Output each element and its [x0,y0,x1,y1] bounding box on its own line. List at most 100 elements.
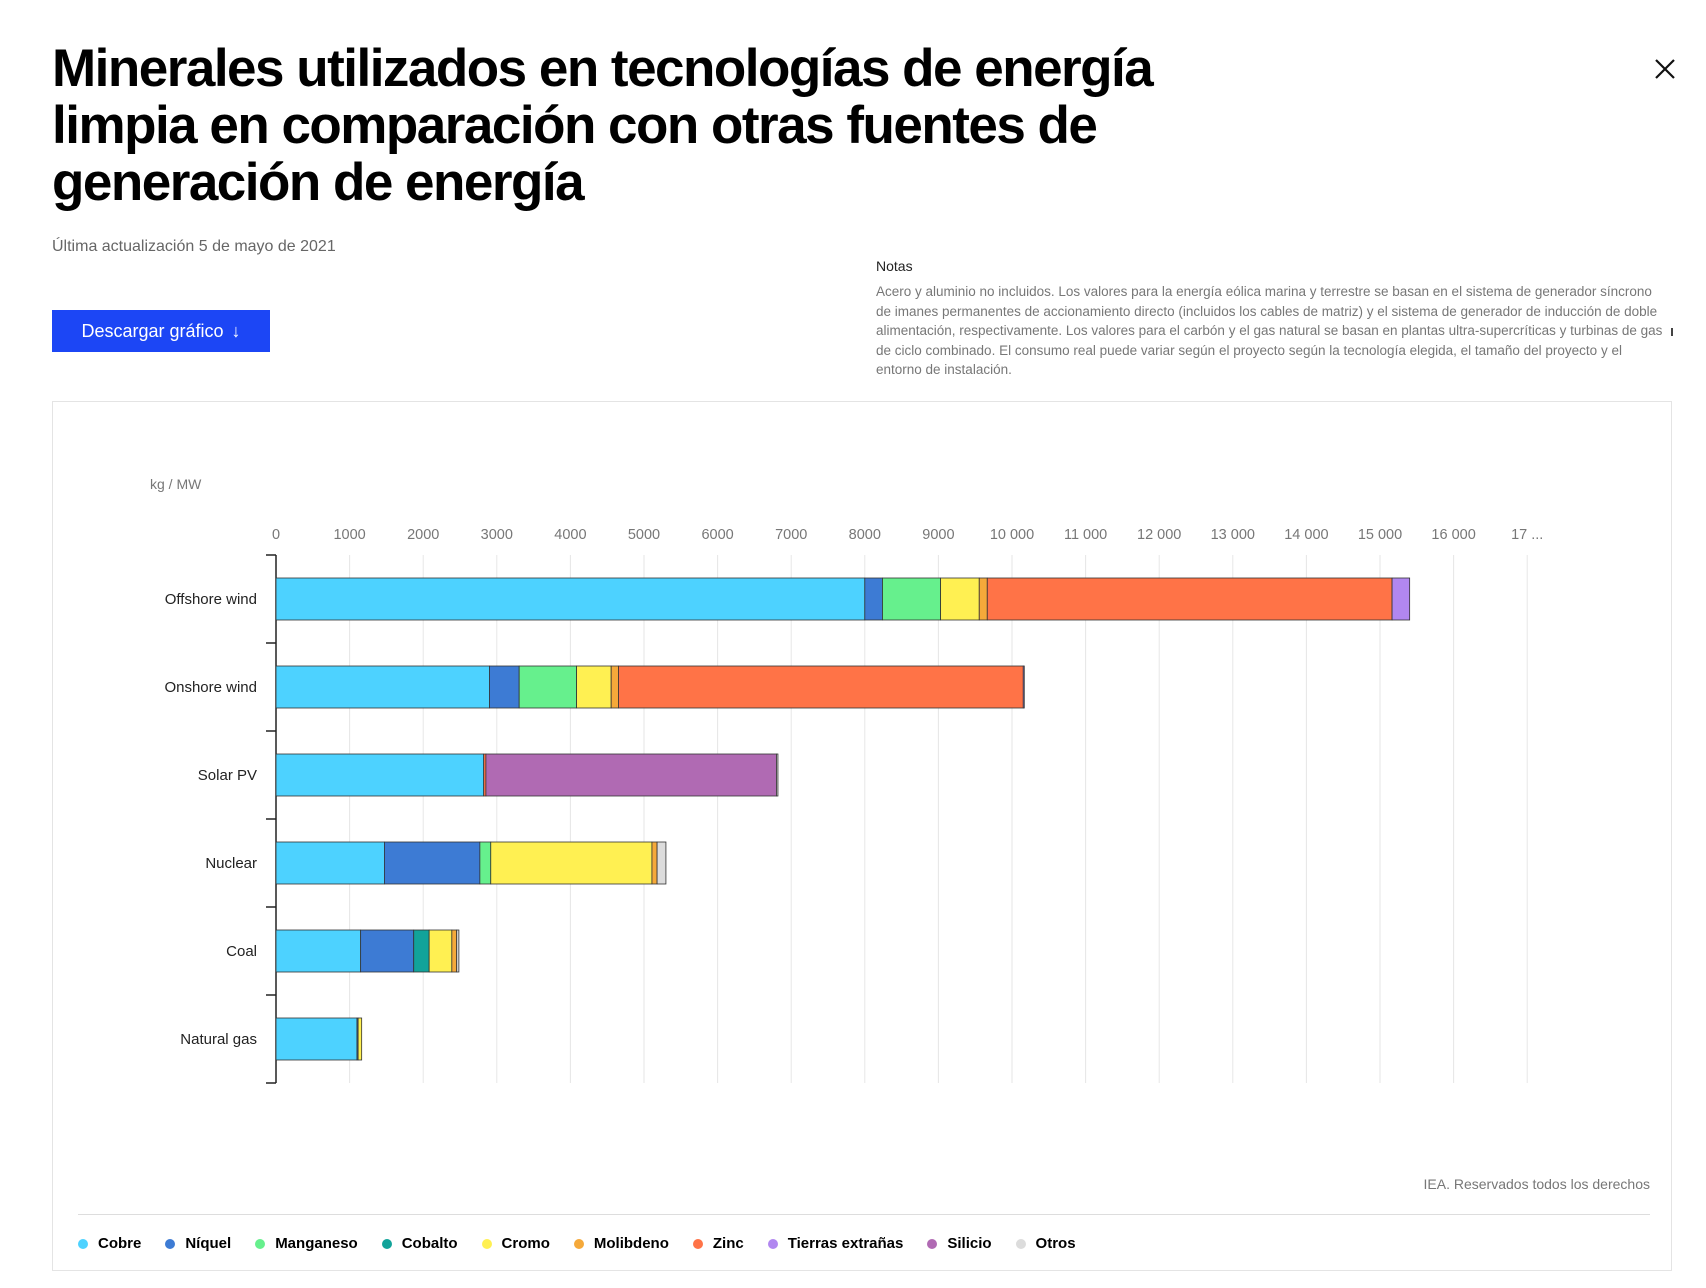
legend-dot-icon [692,1238,703,1249]
bar-segment-níquel[interactable] [360,929,415,973]
legend-label: Cobre [98,1235,142,1252]
legend-item[interactable]: Cromo [481,1235,550,1252]
x-tick-label: 3000 [481,527,513,543]
bar-segment-molibdeno[interactable] [451,929,458,973]
bar-segment-cobre[interactable] [275,753,485,797]
x-tick-label: 15 000 [1358,527,1402,543]
legend-dot-icon [78,1238,88,1249]
category-label: Offshore wind [165,591,257,608]
x-tick-label: 6000 [701,527,733,543]
bar-segment-molibdeno[interactable] [610,665,619,709]
close-icon[interactable] [1652,56,1678,82]
bar-segment-cobre[interactable] [275,929,362,973]
category-label: Onshore wind [164,679,257,696]
legend-dot-icon [573,1238,584,1249]
legend-item[interactable]: Zinc [692,1235,744,1252]
bar-segment-cobalto[interactable] [413,929,430,973]
scrollbar[interactable] [1671,328,1673,336]
chart-container [52,401,1672,1271]
x-tick-label: 5000 [628,527,660,543]
bar-segment-manganeso[interactable] [882,577,942,621]
legend-dot-icon [927,1238,938,1249]
download-label: Descargar gráfico [81,320,224,341]
legend-dot-icon [481,1238,492,1249]
bar-segment-cobre[interactable] [275,665,490,709]
x-tick-label: 13 000 [1211,527,1255,543]
x-tick-label: 8000 [849,527,881,543]
notes: Notas Acero y aluminio no incluidos. Los… [876,258,1666,380]
legend-item[interactable]: Manganeso [255,1235,358,1252]
bar-segment-cromo[interactable] [490,841,653,885]
bar-segment-cromo[interactable] [576,665,612,709]
legend-item[interactable]: Otros [1015,1235,1076,1252]
bar-segment-tierras-extrañas[interactable] [1022,665,1025,709]
arrow-down-icon: ↓ [231,320,241,341]
legend-label: Níquel [185,1235,232,1252]
bar-segment-cobre[interactable] [275,1017,358,1061]
download-chart-button[interactable]: Descargar gráfico ↓ [52,310,270,352]
last-updated: Última actualización 5 de mayo de 2021 [52,238,336,255]
legend: Cobre Níquel Manganeso Cobalto Cromo Molibden… [78,1235,1076,1252]
bar-segment-molibdeno[interactable] [651,841,658,885]
bar-segment-cromo[interactable] [357,1017,363,1061]
legend-item[interactable]: Cobre [78,1235,141,1252]
category-label: Coal [226,943,257,960]
bar-segment-cobre[interactable] [275,577,866,621]
legend-dot-icon [255,1238,266,1249]
x-tick-label: 17 ... [1511,527,1543,543]
legend-label: Silicio [947,1235,992,1252]
bar-segment-zinc[interactable] [618,665,1024,709]
legend-label: Cromo [501,1235,550,1252]
x-tick-label: 14 000 [1284,527,1328,543]
legend-dot-icon [1015,1238,1026,1249]
bar-segment-tierras-extrañas[interactable] [1391,577,1411,621]
unit-label: kg / MW [150,476,202,492]
x-tick-label: 16 000 [1431,527,1475,543]
legend-label: Molibdeno [593,1235,669,1252]
notes-text: Acero y aluminio no incluidos. Los valor… [876,284,1663,377]
category-label: Nuclear [205,855,257,872]
legend-label: Cobalto [401,1235,458,1252]
x-tick-label: 11 000 [1064,527,1107,543]
notes-heading: Notas [876,258,913,274]
x-tick-label: 1000 [333,527,365,543]
legend-item[interactable]: Molibdeno [573,1235,669,1252]
bar-segment-otros[interactable] [776,753,779,797]
legend-label: Zinc [712,1235,744,1252]
bar-segment-zinc[interactable] [986,577,1393,621]
bar-segment-silicio[interactable] [485,753,777,797]
legend-label: Tierras extrañas [787,1235,904,1252]
x-tick-label: 4000 [554,527,586,543]
page-title: Minerales utilizados en tecnologías de e… [52,39,1154,212]
x-tick-label: 0 [272,527,280,543]
bar-segment-níquel[interactable] [489,665,520,709]
bar-segment-otros[interactable] [456,929,460,973]
bar-segment-cobre[interactable] [275,841,385,885]
legend-dot-icon [165,1238,176,1249]
legend-dot-icon [767,1238,778,1249]
bar-segment-níquel[interactable] [384,841,481,885]
bar-segment-manganeso[interactable] [479,841,492,885]
bar-segment-cromo[interactable] [428,929,453,973]
bar-segment-cromo[interactable] [940,577,980,621]
bar-segment-otros[interactable] [656,841,667,885]
category-label: Natural gas [180,1031,257,1048]
x-tick-label: 12 000 [1137,527,1181,543]
legend-item[interactable]: Tierras extrañas [767,1235,904,1252]
x-tick-label: 2000 [407,527,439,543]
legend-item[interactable]: Silicio [927,1235,992,1252]
bar-segment-molibdeno[interactable] [978,577,988,621]
x-tick-label: 10 000 [990,527,1034,543]
legend-item[interactable]: Cobalto [381,1235,458,1252]
legend-item[interactable]: Níquel [165,1235,231,1252]
bar-segment-manganeso[interactable] [518,665,577,709]
x-tick-label: 7000 [775,527,807,543]
legend-divider [78,1214,1650,1215]
legend-label: Manganeso [275,1235,358,1252]
x-tick-label: 9000 [922,527,954,543]
category-label: Solar PV [198,767,257,784]
bar-segment-níquel[interactable] [864,577,883,621]
credit: IEA. Reservados todos los derechos [1423,1176,1650,1192]
legend-label: Otros [1035,1235,1076,1252]
